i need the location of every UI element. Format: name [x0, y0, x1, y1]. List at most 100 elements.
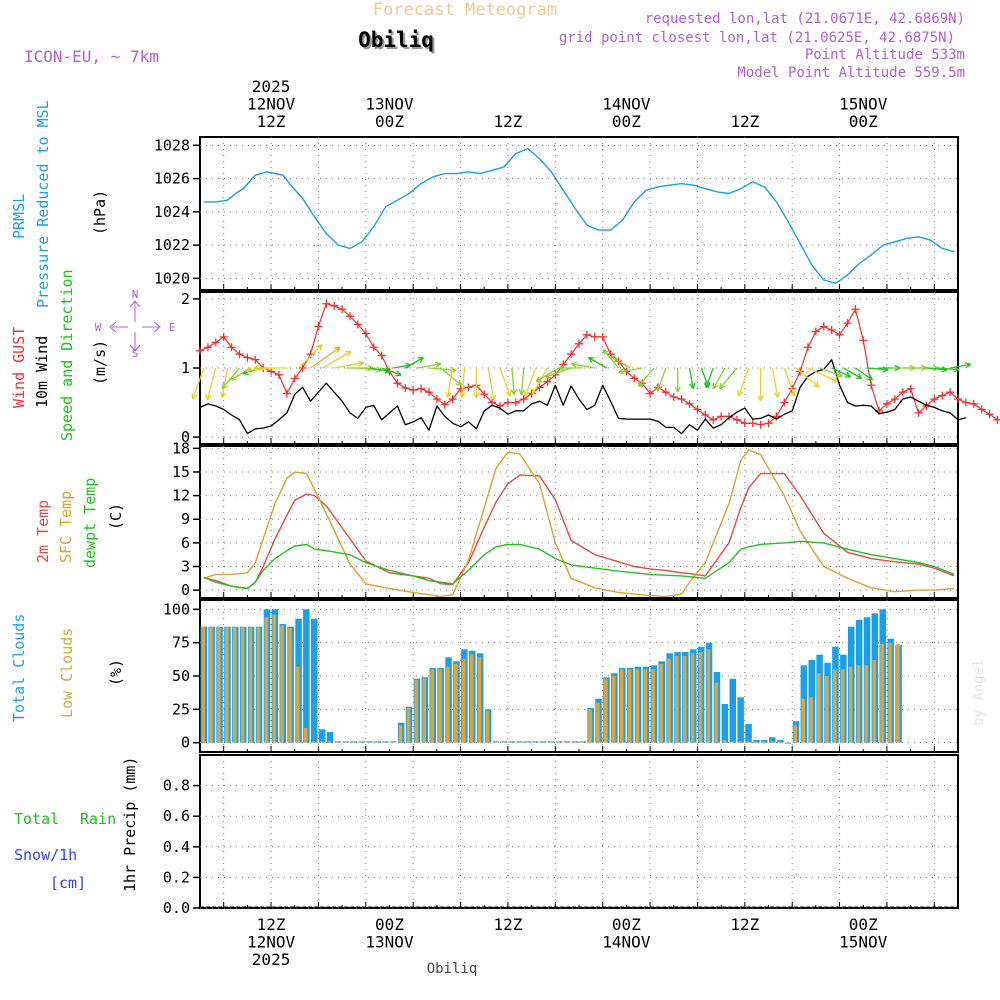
wind-direction-arrow: [545, 367, 572, 379]
wind-gust-point: [346, 312, 355, 321]
low-cloud-bar: [225, 626, 229, 743]
wind-direction-arrow: [499, 367, 512, 397]
wind-gust-point: [985, 410, 994, 419]
wind-gust-point: [353, 320, 362, 329]
wind-gust-point: [898, 388, 907, 397]
watermark: by Angel: [971, 659, 987, 726]
low-cloud-bar: [232, 626, 237, 743]
precipitation-ytick-label: 0.2: [163, 868, 190, 886]
total-cloud-bar: [737, 697, 744, 743]
low-cloud-bar: [588, 709, 592, 743]
wind-direction-arrow: [819, 367, 843, 378]
wind-gust-point: [440, 400, 449, 409]
wind-gust-point: [243, 353, 252, 362]
low-cloud-bar: [856, 665, 861, 743]
low-cloud-bar: [682, 656, 687, 743]
wind-gust-point: [401, 384, 410, 393]
total-cloud-bar: [318, 729, 326, 743]
wind-direction-arrow: [558, 364, 583, 372]
wind-direction-arrow: [795, 367, 820, 388]
wind-direction-arrow: [737, 367, 750, 397]
wind-gust-point: [409, 386, 418, 395]
wind-gust-point: [646, 389, 655, 398]
wind-gust-point: [567, 350, 576, 359]
wind-gust-point: [693, 405, 702, 414]
wind-gust-point: [598, 332, 607, 341]
low-cloud-bar: [375, 741, 379, 743]
wind-direction-arrow: [310, 346, 341, 369]
low-cloud-bar: [351, 741, 355, 743]
header: Forecast Meteogram Obiliq Obiliq ICON-EU…: [24, 0, 965, 81]
low-cloud-bar: [422, 678, 426, 743]
wind-gust-point: [969, 399, 978, 408]
temp-dewpt-line: [203, 540, 955, 590]
wind-gust-point: [954, 395, 962, 404]
low-cloud-bar: [833, 669, 837, 743]
low-cloud-bar: [619, 669, 624, 743]
compass-rose: N S W E: [95, 288, 176, 360]
wind-direction-arrow: [843, 367, 863, 380]
wind-gust-point: [274, 370, 283, 379]
wind-direction-arrow: [618, 367, 643, 375]
clouds-unit: (%): [107, 659, 125, 686]
wind-gust-point: [732, 415, 741, 424]
low-cloud-bar: [801, 698, 805, 743]
pressure-label-prmsl: PRMSL: [10, 194, 28, 239]
low-cloud-bar: [296, 666, 300, 743]
wind-direction-arrow: [831, 367, 852, 378]
precip-rain-label: Rain: [80, 810, 116, 828]
wind-unit: (m/s): [91, 340, 109, 385]
wind-direction-arrow: [404, 356, 425, 369]
temp-2m-label: 2m Temp: [34, 500, 52, 563]
precip-axis-label: 1hr Precip (mm): [121, 757, 139, 892]
low-cloud-bar: [675, 656, 679, 743]
low-cloud-bar: [754, 741, 758, 743]
wind-direction-arrow: [416, 361, 442, 369]
temp-2m-line: [203, 472, 955, 590]
compass-e: E: [169, 321, 176, 334]
wind-direction-arrow: [949, 362, 972, 369]
pressure-unit: (hPa): [91, 190, 109, 235]
wind-direction-arrow: [220, 367, 229, 398]
low-cloud-bar: [446, 666, 450, 743]
time-label-bottom: 12NOV: [247, 933, 296, 952]
low-cloud-bar: [280, 625, 284, 743]
low-cloud-bar: [627, 669, 632, 743]
low-cloud-bar: [390, 741, 395, 743]
wind-gust-point: [867, 381, 876, 390]
time-label-bottom: 14NOV: [602, 933, 651, 952]
low-cloud-bar: [438, 669, 442, 743]
wind-speed-dir-label: Speed and Direction: [58, 269, 76, 441]
wind-direction-arrow: [674, 368, 681, 393]
wind-direction-arrow: [688, 367, 696, 390]
wind-gust-point: [251, 355, 260, 364]
wind-direction-arrow: [322, 350, 352, 369]
time-label-top: 00Z: [375, 112, 404, 131]
low-cloud-bar: [414, 680, 419, 743]
wind-direction-arrow: [524, 367, 537, 397]
time-label-bottom: 00Z: [612, 915, 641, 934]
low-cloud-bar: [667, 658, 671, 743]
low-cloud-bar: [580, 741, 584, 743]
low-cloud-bar: [817, 673, 821, 743]
low-cloud-bar: [264, 617, 269, 743]
wind-gust-point: [748, 419, 757, 428]
wind-gust-point: [417, 384, 426, 393]
panel-labels: PRMSL Pressure Reduced to MSL (hPa) Wind…: [10, 100, 175, 892]
wind-direction-arrow: [445, 367, 454, 398]
location-title: Obiliq: [358, 28, 434, 52]
wind-direction-arrow: [459, 367, 466, 399]
wind-direction-arrow: [334, 360, 365, 369]
temperature-ytick-label: 3: [181, 557, 190, 575]
temp-sfc-label: SFC Temp: [57, 491, 75, 563]
wind-gust-point: [709, 415, 718, 424]
clouds-ytick-label: 0: [181, 734, 190, 752]
wind-direction-arrow: [253, 364, 287, 372]
low-cloud-bar: [777, 741, 782, 743]
low-cloud-bar: [461, 658, 466, 743]
model-point-altitude: Model Point Altitude 559.5m: [737, 65, 965, 81]
temperature-ytick-label: 6: [181, 534, 190, 552]
low-cloud-bar: [746, 741, 750, 743]
wind-gust-point: [930, 395, 939, 404]
pressure-ytick-label: 1022: [154, 236, 190, 254]
